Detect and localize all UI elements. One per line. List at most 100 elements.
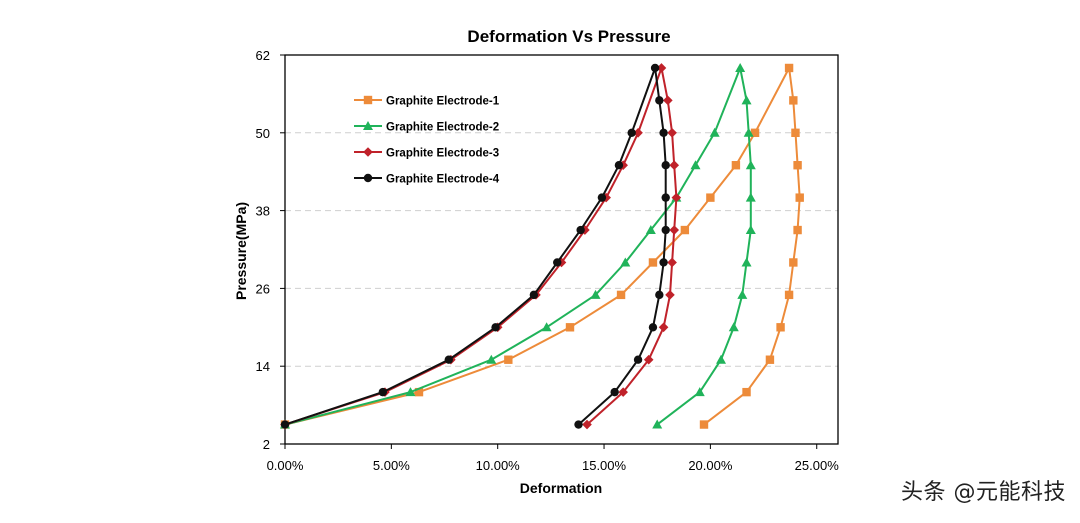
legend-item: Graphite Electrode-2 xyxy=(354,121,499,134)
data-point xyxy=(633,355,643,364)
data-point xyxy=(661,193,670,202)
data-point xyxy=(656,63,667,73)
data-point xyxy=(789,96,798,105)
data-point xyxy=(504,355,513,364)
data-point xyxy=(590,289,601,299)
data-point xyxy=(645,225,656,235)
y-tick-label: 14 xyxy=(256,359,270,374)
legend: Graphite Electrode-1 Graphite Electrode-2… xyxy=(354,96,500,186)
data-point xyxy=(791,128,800,137)
data-point xyxy=(765,355,775,364)
data-point xyxy=(735,62,746,72)
series-2 xyxy=(280,62,756,429)
plot-frame xyxy=(284,54,839,445)
data-point xyxy=(565,323,575,332)
data-point xyxy=(280,420,290,429)
data-point xyxy=(694,387,705,397)
data-point xyxy=(709,127,720,137)
data-point xyxy=(663,95,673,106)
data-point xyxy=(582,419,592,430)
data-point xyxy=(743,127,754,137)
data-point xyxy=(690,160,701,170)
data-point xyxy=(652,419,663,429)
data-point xyxy=(669,225,680,235)
data-point xyxy=(610,387,619,397)
data-point xyxy=(789,258,798,267)
x-tick-label: 20.00% xyxy=(688,458,733,473)
data-point xyxy=(576,225,585,235)
series-line xyxy=(284,67,801,426)
data-point xyxy=(741,257,752,267)
y-tick-label: 2 xyxy=(263,437,270,452)
series-4 xyxy=(280,63,670,429)
axes: 2 14 26 38 50 62 0.00% 5.00% 10.00% 15.00% 20.00% 2… xyxy=(256,48,840,473)
data-point xyxy=(655,290,664,300)
series-line xyxy=(284,67,678,426)
data-point xyxy=(680,225,690,235)
data-point xyxy=(650,63,660,73)
series-layer xyxy=(280,62,804,430)
data-point xyxy=(658,322,669,333)
data-point xyxy=(643,354,654,365)
data-point xyxy=(553,258,562,267)
legend-marker xyxy=(363,173,373,183)
x-tick-label: 5.00% xyxy=(373,458,410,473)
data-point xyxy=(580,225,590,235)
series-1 xyxy=(280,63,804,429)
data-point xyxy=(667,257,677,268)
data-point xyxy=(597,193,607,202)
data-point xyxy=(793,225,802,235)
data-point xyxy=(793,161,802,170)
y-tick-label: 62 xyxy=(256,48,270,63)
watermark-text: 头条 @元能科技 xyxy=(901,480,1066,505)
legend-marker xyxy=(363,121,373,130)
data-point xyxy=(529,290,539,300)
data-point xyxy=(444,355,453,364)
legend-label: Graphite Electrode-3 xyxy=(386,148,499,160)
data-point xyxy=(742,387,751,397)
data-point xyxy=(655,96,664,105)
data-point xyxy=(491,323,500,332)
data-point xyxy=(661,161,670,170)
data-point xyxy=(776,323,785,332)
data-point xyxy=(699,420,709,429)
data-point xyxy=(745,192,756,202)
data-point xyxy=(784,63,794,73)
data-point xyxy=(745,160,756,170)
data-point xyxy=(665,290,675,300)
data-point xyxy=(669,160,680,171)
legend-label: Graphite Electrode-1 xyxy=(386,96,500,108)
data-point xyxy=(728,322,739,332)
x-axis-label: Deformation xyxy=(520,480,602,496)
legend-marker xyxy=(363,147,373,157)
data-point xyxy=(671,192,682,203)
x-tick-label: 25.00% xyxy=(795,458,840,473)
data-point xyxy=(661,225,670,235)
legend-label: Graphite Electrode-4 xyxy=(386,174,500,186)
data-point xyxy=(618,160,628,171)
y-tick-label: 38 xyxy=(256,204,270,219)
data-point xyxy=(750,128,760,137)
series-line xyxy=(284,67,752,426)
legend-label: Graphite Electrode-2 xyxy=(386,122,499,134)
data-point xyxy=(556,257,567,268)
x-tick-label: 15.00% xyxy=(582,458,627,473)
data-point xyxy=(784,290,794,300)
data-point xyxy=(667,128,677,138)
data-point xyxy=(648,258,658,267)
series-3 xyxy=(280,63,682,430)
x-tick-label: 10.00% xyxy=(476,458,521,473)
data-point xyxy=(737,289,748,299)
data-point xyxy=(706,193,715,202)
data-point xyxy=(618,387,628,397)
data-point xyxy=(795,193,804,202)
series-line xyxy=(284,67,667,426)
legend-marker xyxy=(363,95,373,105)
data-point xyxy=(627,128,636,137)
data-point xyxy=(659,128,668,137)
data-point xyxy=(614,161,624,170)
data-point xyxy=(633,128,643,138)
data-point xyxy=(616,290,626,300)
